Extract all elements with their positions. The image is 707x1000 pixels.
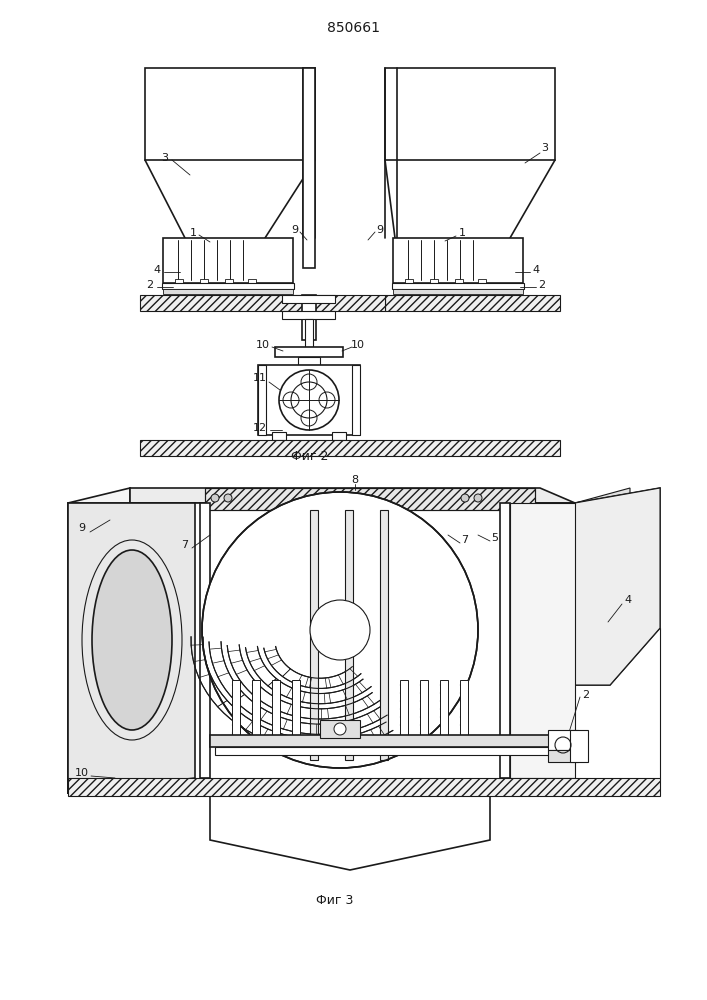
Polygon shape bbox=[575, 488, 630, 503]
Polygon shape bbox=[68, 488, 130, 793]
Circle shape bbox=[334, 723, 346, 735]
Bar bbox=[500, 503, 510, 778]
Bar bbox=[140, 295, 305, 311]
Bar bbox=[252, 680, 260, 740]
Bar bbox=[258, 365, 266, 435]
Bar bbox=[162, 283, 294, 289]
Bar bbox=[282, 295, 335, 303]
Circle shape bbox=[211, 494, 219, 502]
Bar bbox=[298, 357, 320, 365]
Bar bbox=[200, 503, 210, 778]
Bar bbox=[332, 432, 346, 440]
Bar bbox=[282, 311, 335, 319]
Text: 4: 4 bbox=[153, 265, 160, 275]
Bar bbox=[380, 510, 388, 760]
Polygon shape bbox=[210, 778, 490, 870]
Text: 12: 12 bbox=[253, 423, 267, 433]
Text: Фиг 3: Фиг 3 bbox=[316, 894, 354, 906]
Bar bbox=[205, 488, 535, 510]
Bar bbox=[352, 365, 360, 435]
Bar bbox=[140, 440, 560, 456]
Bar bbox=[302, 295, 316, 340]
Polygon shape bbox=[510, 503, 575, 778]
Bar bbox=[320, 720, 360, 738]
Bar bbox=[440, 680, 448, 740]
Text: 10: 10 bbox=[351, 340, 365, 350]
Bar bbox=[200, 279, 208, 285]
Bar bbox=[272, 432, 286, 440]
Bar bbox=[430, 279, 438, 285]
Bar bbox=[68, 778, 660, 796]
Bar bbox=[548, 730, 578, 750]
Text: 4: 4 bbox=[624, 595, 631, 605]
Text: 10: 10 bbox=[256, 340, 270, 350]
Bar bbox=[292, 680, 300, 740]
Circle shape bbox=[224, 494, 232, 502]
Bar bbox=[393, 238, 523, 283]
Text: 2: 2 bbox=[539, 280, 546, 290]
Bar bbox=[385, 295, 560, 311]
Text: 3: 3 bbox=[161, 153, 168, 163]
Text: 9: 9 bbox=[291, 225, 298, 235]
Bar bbox=[420, 680, 428, 740]
Bar bbox=[215, 747, 565, 755]
Bar bbox=[310, 510, 318, 760]
Text: 2: 2 bbox=[583, 690, 590, 700]
Polygon shape bbox=[130, 488, 575, 503]
Text: 7: 7 bbox=[182, 540, 189, 550]
Text: 4: 4 bbox=[532, 265, 539, 275]
Bar bbox=[210, 735, 570, 747]
Polygon shape bbox=[68, 503, 195, 793]
Bar bbox=[400, 680, 408, 740]
Bar bbox=[460, 680, 468, 740]
Bar bbox=[225, 279, 233, 285]
Text: 1: 1 bbox=[459, 228, 465, 238]
Bar bbox=[303, 68, 315, 268]
Bar bbox=[232, 680, 240, 740]
Bar bbox=[392, 283, 524, 289]
Polygon shape bbox=[575, 488, 660, 685]
Polygon shape bbox=[68, 503, 575, 793]
Bar bbox=[175, 279, 183, 285]
Bar bbox=[205, 488, 535, 510]
Bar bbox=[478, 279, 486, 285]
Circle shape bbox=[474, 494, 482, 502]
Text: 3: 3 bbox=[542, 143, 549, 153]
Bar bbox=[258, 365, 360, 435]
Bar bbox=[305, 295, 385, 311]
Bar bbox=[405, 279, 413, 285]
Bar bbox=[163, 289, 293, 294]
Circle shape bbox=[279, 370, 339, 430]
Circle shape bbox=[202, 492, 478, 768]
Text: 7: 7 bbox=[462, 535, 469, 545]
Bar bbox=[570, 730, 588, 762]
Ellipse shape bbox=[92, 550, 172, 730]
Text: 850661: 850661 bbox=[327, 21, 380, 35]
Text: 8: 8 bbox=[351, 475, 358, 485]
Bar bbox=[455, 279, 463, 285]
Bar bbox=[393, 289, 523, 294]
Text: 1: 1 bbox=[189, 228, 197, 238]
Bar bbox=[272, 680, 280, 740]
Text: 5: 5 bbox=[491, 533, 498, 543]
Bar bbox=[275, 347, 343, 357]
Text: 9: 9 bbox=[78, 523, 86, 533]
Bar bbox=[163, 238, 293, 283]
Polygon shape bbox=[575, 488, 660, 685]
Bar bbox=[305, 319, 313, 347]
Text: 11: 11 bbox=[253, 373, 267, 383]
Bar bbox=[345, 510, 353, 760]
Circle shape bbox=[461, 494, 469, 502]
Text: 2: 2 bbox=[146, 280, 153, 290]
Text: Фиг 2: Фиг 2 bbox=[291, 450, 329, 462]
Circle shape bbox=[310, 600, 370, 660]
Bar bbox=[248, 279, 256, 285]
Bar bbox=[548, 750, 578, 762]
Text: 9: 9 bbox=[376, 225, 384, 235]
Text: 10: 10 bbox=[75, 768, 89, 778]
